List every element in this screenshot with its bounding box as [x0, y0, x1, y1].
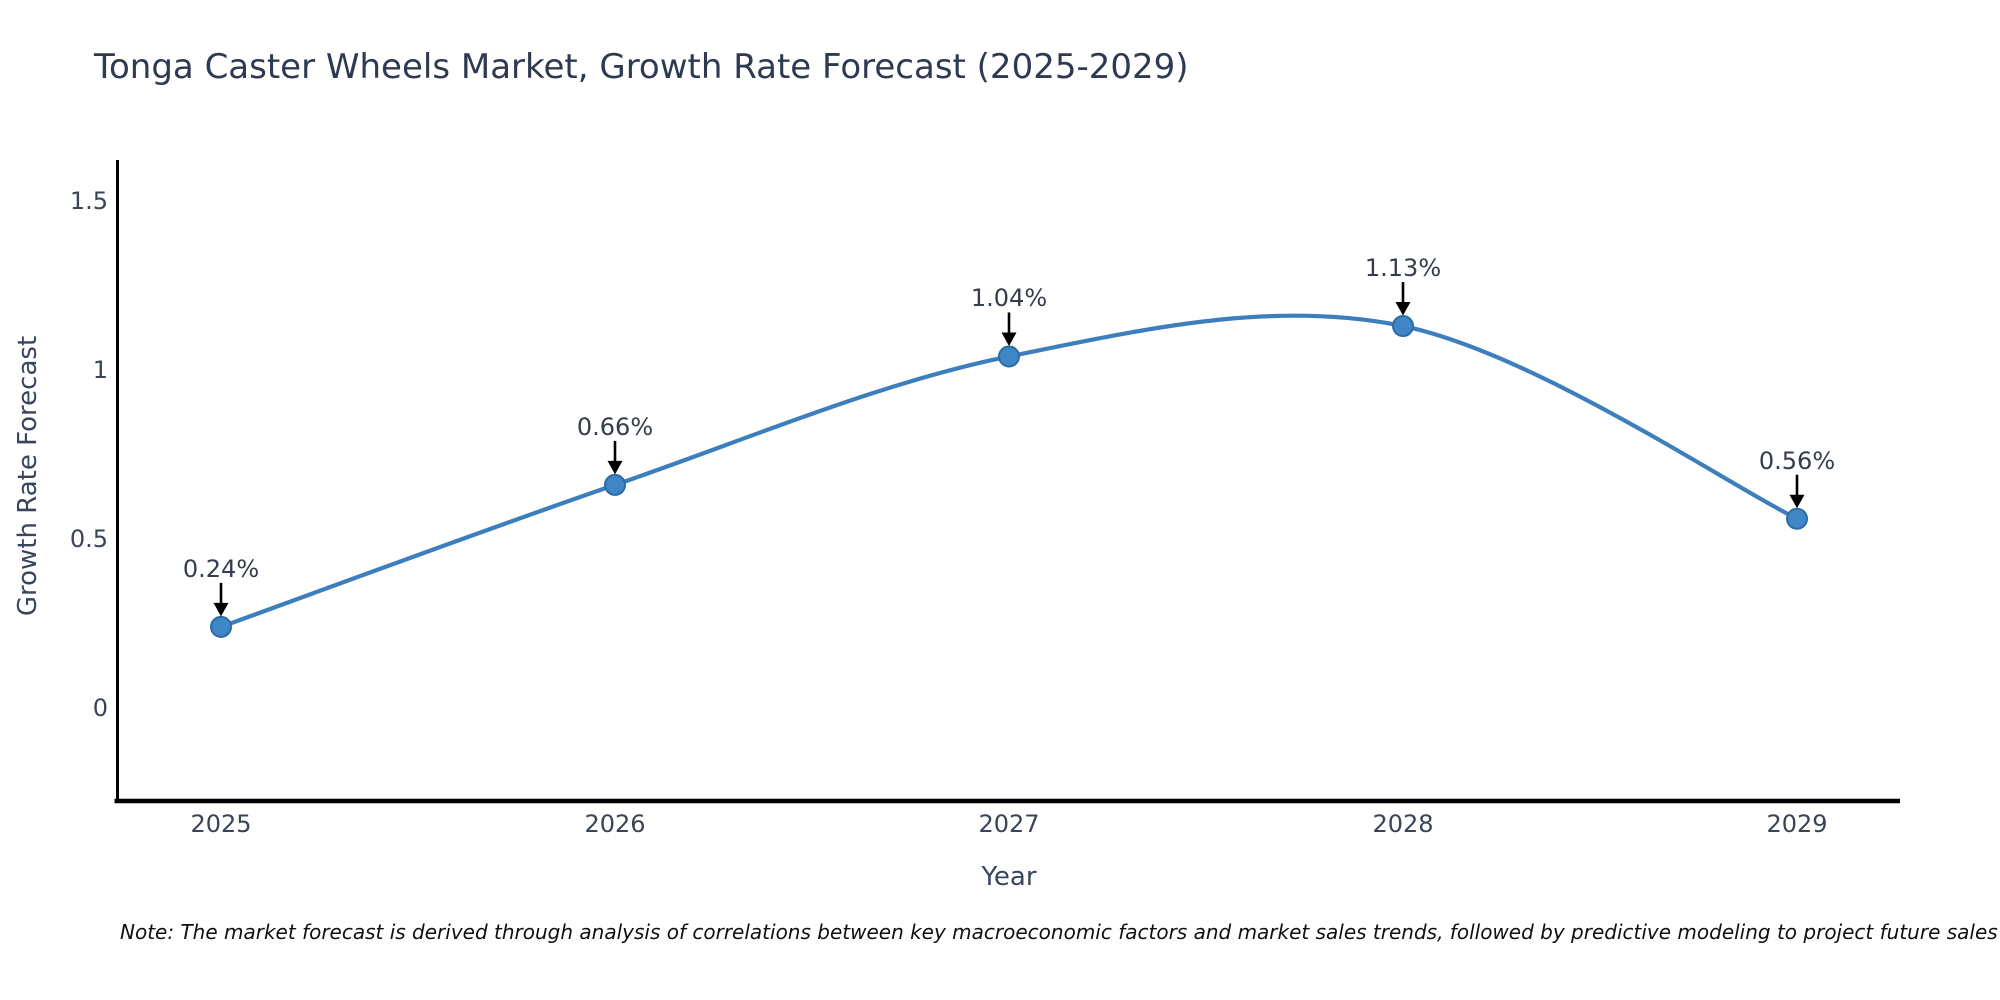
- data-point-annotation: 1.04%: [970, 284, 1048, 313]
- annotation-arrowhead: [1395, 302, 1411, 316]
- annotation-arrowhead: [1001, 332, 1017, 346]
- data-point-marker: [1392, 315, 1414, 338]
- annotation-arrowhead: [213, 602, 229, 617]
- footnote: Note: The market forecast is derived thr…: [120, 920, 1998, 944]
- x-tick-label: 2025: [190, 810, 252, 838]
- data-point-marker: [1786, 507, 1808, 530]
- annotation-arrowhead: [607, 460, 623, 475]
- data-point-annotation: 0.66%: [576, 412, 654, 441]
- data-point-annotation: 0.24%: [182, 554, 260, 583]
- annotation-arrowhead: [1789, 494, 1805, 509]
- y-tick-label: 0.5: [69, 525, 108, 553]
- data-point-marker: [998, 345, 1020, 368]
- x-tick-label: 2029: [1766, 810, 1828, 838]
- x-axis-label: Year: [981, 862, 1037, 892]
- data-point-annotation: 1.13%: [1364, 254, 1442, 283]
- x-tick-label: 2028: [1372, 810, 1434, 838]
- x-tick-label: 2026: [584, 810, 646, 838]
- y-tick-label: 0: [92, 694, 108, 722]
- chart-title: Tonga Caster Wheels Market, Growth Rate …: [94, 47, 1189, 87]
- data-point-annotation: 0.56%: [1758, 446, 1836, 475]
- x-tick-label: 2027: [978, 810, 1040, 838]
- y-tick-label: 1.5: [69, 187, 108, 215]
- data-point-marker: [210, 615, 232, 638]
- y-tick-label: 1: [92, 356, 108, 384]
- data-point-marker: [604, 473, 626, 496]
